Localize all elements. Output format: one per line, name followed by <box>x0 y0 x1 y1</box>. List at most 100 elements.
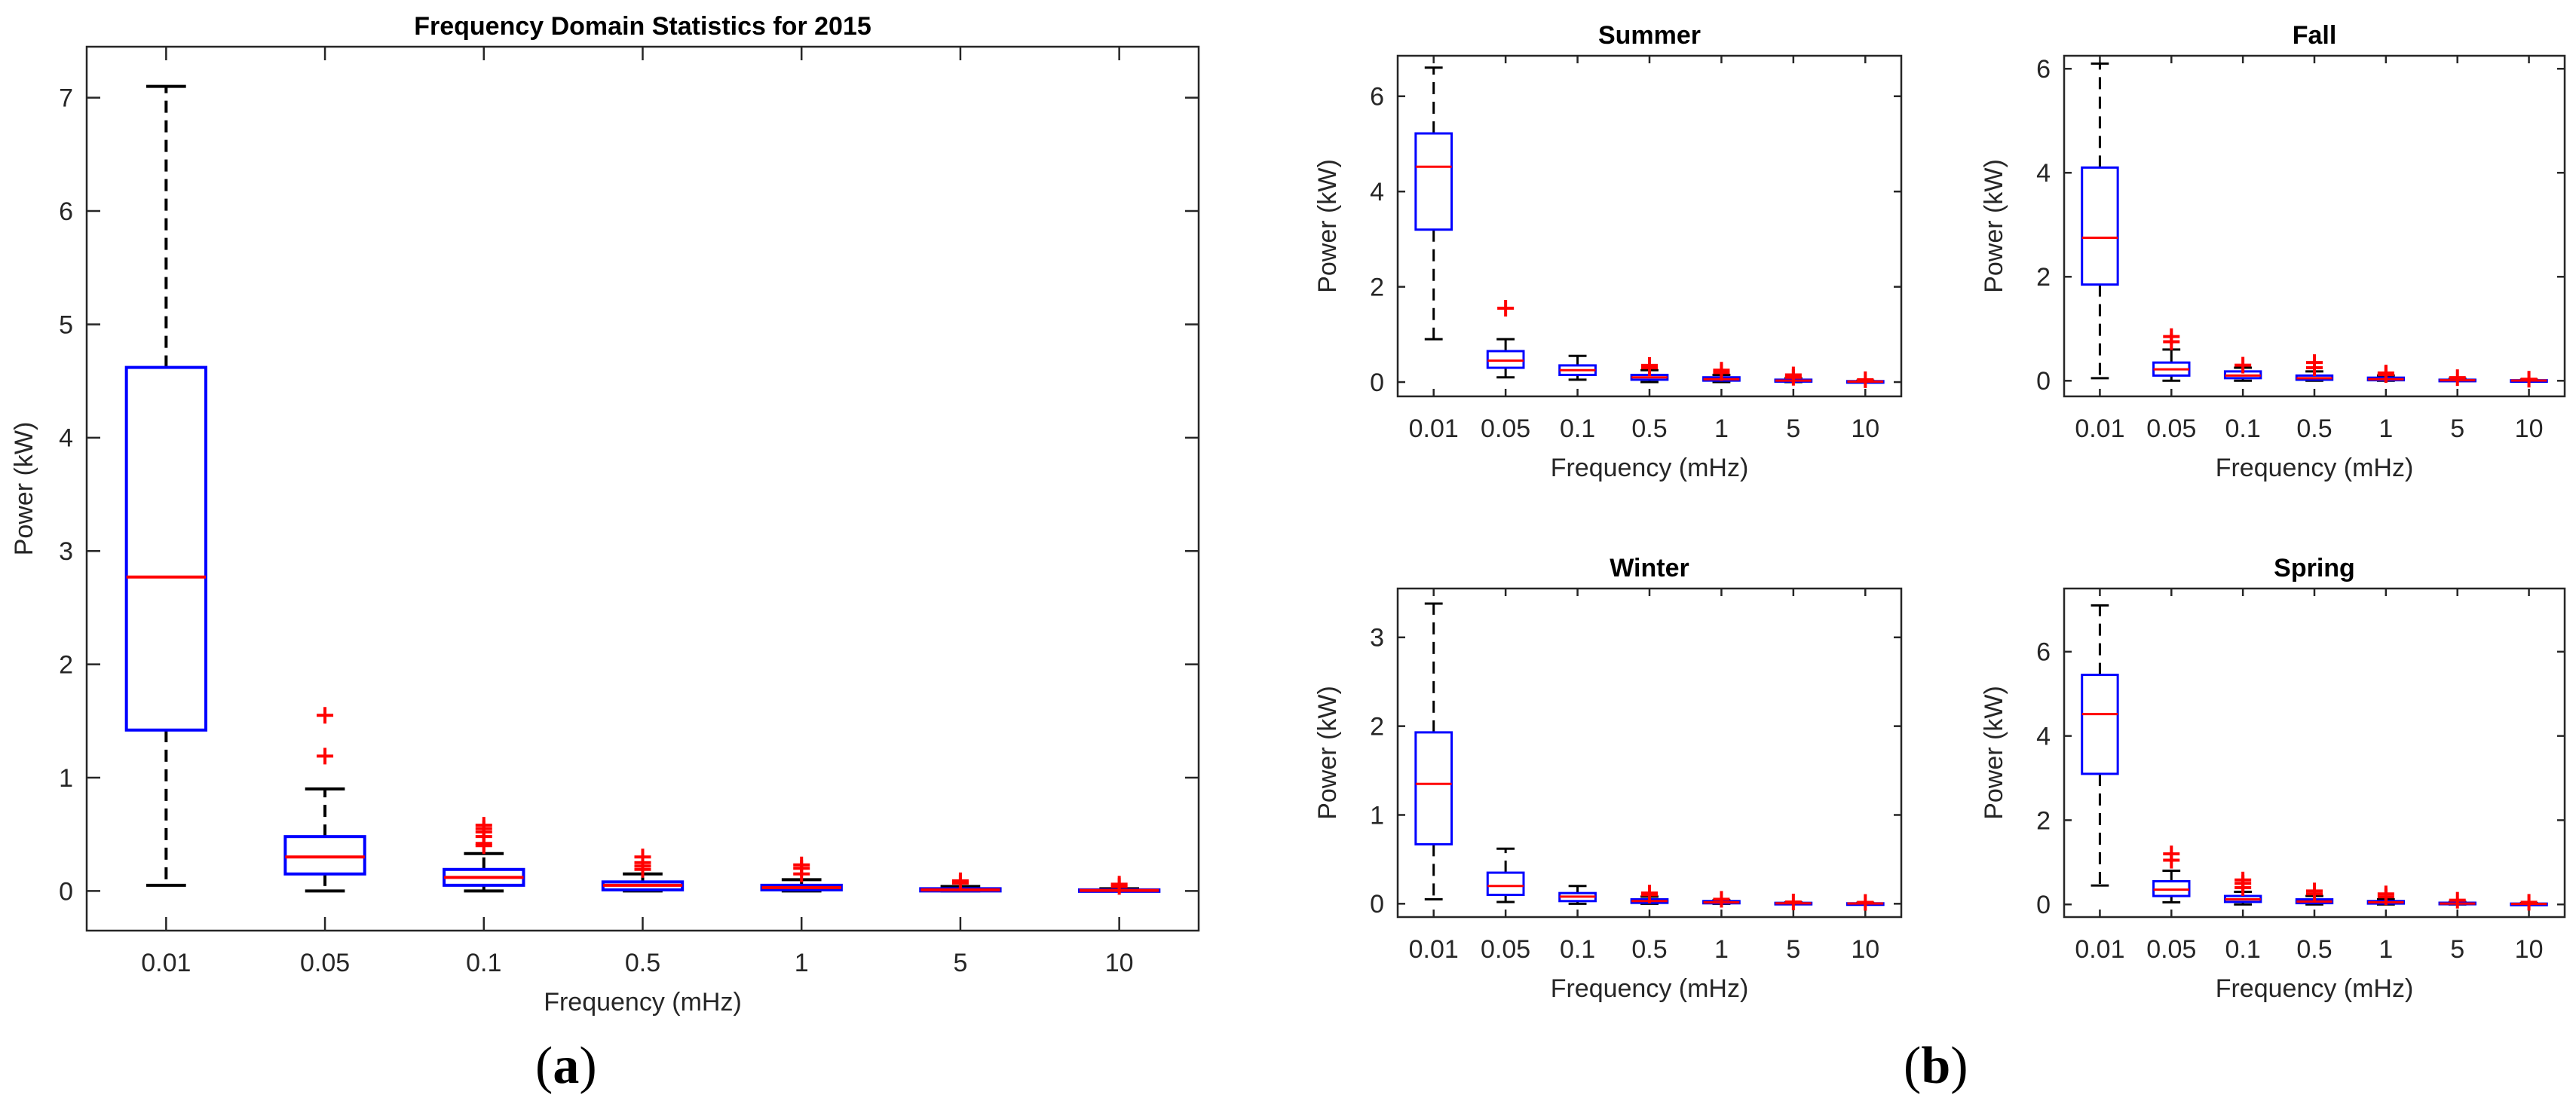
y-tick-label: 2 <box>2036 263 2051 292</box>
y-tick-label: 4 <box>2036 159 2051 188</box>
outlier-marker <box>2377 885 2394 903</box>
iqr-box <box>283 835 366 876</box>
outlier-marker <box>2306 882 2323 900</box>
outlier-marker <box>2306 354 2323 371</box>
x-tick-label: 0.5 <box>2296 935 2332 964</box>
outlier-marker <box>2163 845 2180 863</box>
y-axis-label: Power (kW) <box>1980 159 2008 293</box>
x-tick-label: 0.5 <box>625 949 660 977</box>
x-tick-label: 1 <box>2378 414 2393 443</box>
x-tick-label: 0.01 <box>2075 935 2124 964</box>
x-tick-label: 0.1 <box>1560 414 1595 443</box>
y-tick-label: 3 <box>59 537 73 566</box>
y-axis-label: Power (kW) <box>1313 159 1342 293</box>
box-0.05 <box>1486 300 1525 379</box>
box-0.01 <box>1414 602 1453 900</box>
y-tick-label: 0 <box>2036 367 2051 396</box>
y-axis-label: Power (kW) <box>1980 686 2008 820</box>
box-1 <box>1702 362 1741 384</box>
chart-title: Fall <box>2293 21 2337 50</box>
outlier-marker <box>1784 893 1802 910</box>
plot-frame <box>1396 54 1903 398</box>
x-tick-label: 5 <box>1786 414 1800 443</box>
box-5 <box>2438 369 2476 387</box>
y-tick-label: 2 <box>1370 713 1384 741</box>
x-axis-label: Frequency (mHz) <box>2216 454 2414 482</box>
x-tick-label: 0.01 <box>1409 935 1459 964</box>
y-tick-label: 6 <box>2036 55 2051 84</box>
box-0.1 <box>2223 356 2262 382</box>
outlier-marker <box>634 848 651 866</box>
chart-spring: 0 2 4 6 0.01 0.05 0.1 0.5 1 5 10 Spring Frequency (m… <box>1980 554 2566 1003</box>
box-5 <box>919 872 1002 893</box>
outlier-marker <box>1784 366 1802 384</box>
box-0.01 <box>124 84 208 887</box>
outlier-marker <box>317 748 334 765</box>
box-0.01 <box>1414 66 1453 341</box>
y-tick-label: 3 <box>1370 624 1384 653</box>
x-tick-label: 0.05 <box>2146 935 2196 964</box>
x-axis-label: Frequency (mHz) <box>1551 454 1749 482</box>
x-tick-label: 10 <box>1105 949 1134 977</box>
outlier-marker <box>475 817 492 834</box>
box-10 <box>2510 894 2548 911</box>
x-axis-label: Frequency (mHz) <box>1551 974 1749 1003</box>
chart-title: Summer <box>1598 21 1701 50</box>
x-tick-label: 5 <box>2450 935 2464 964</box>
x-tick-label: 0.5 <box>1631 414 1667 443</box>
box-0.05 <box>2152 845 2191 904</box>
iqr-box <box>2081 674 2119 775</box>
iqr-box <box>124 365 208 732</box>
box-1 <box>2366 364 2406 384</box>
x-tick-label: 0.1 <box>1560 935 1595 964</box>
box-0.1 <box>1558 885 1597 905</box>
x-tick-label: 0.01 <box>141 949 191 977</box>
box-0.01 <box>2081 604 2119 887</box>
x-tick-label: 0.05 <box>300 949 350 977</box>
box-10 <box>1845 894 1885 911</box>
y-tick-label: 6 <box>59 197 73 226</box>
outlier-marker <box>2520 894 2538 911</box>
y-tick-label: 2 <box>1370 274 1384 302</box>
chart-title: Winter <box>1610 554 1689 582</box>
outlier-marker <box>2234 871 2252 888</box>
x-tick-label: 10 <box>1851 935 1879 964</box>
chart-fall: 0 2 4 6 0.01 0.05 0.1 0.5 1 5 10 Fall Frequency (mHz… <box>1980 21 2566 482</box>
box-1 <box>1702 891 1741 908</box>
panel-label-b: (b) <box>1904 1037 1968 1095</box>
y-tick-label: 6 <box>1370 83 1384 112</box>
x-tick-label: 0.05 <box>1481 935 1530 964</box>
iqr-box <box>2081 166 2119 286</box>
x-tick-label: 10 <box>1851 414 1879 443</box>
y-tick-label: 0 <box>1370 368 1384 397</box>
x-tick-label: 0.01 <box>1409 414 1459 443</box>
iqr-box <box>1486 871 1525 897</box>
y-tick-label: 4 <box>59 424 73 453</box>
x-tick-label: 0.01 <box>2075 414 2124 443</box>
x-tick-label: 1 <box>795 949 809 977</box>
box-1 <box>2366 885 2406 906</box>
x-tick-label: 10 <box>2515 935 2544 964</box>
y-tick-label: 2 <box>59 650 73 679</box>
chart-summer: 0 2 4 6 0.01 0.05 0.1 0.5 1 5 10 Summer Frequency (m… <box>1313 21 1903 482</box>
box-1 <box>760 856 843 893</box>
y-tick-label: 4 <box>1370 178 1384 206</box>
outlier-marker <box>951 872 969 889</box>
outlier-marker <box>2520 371 2538 388</box>
box-5 <box>2438 891 2476 909</box>
x-tick-label: 1 <box>1714 414 1729 443</box>
outlier-marker <box>2377 364 2394 381</box>
outlier-marker <box>1857 894 1874 911</box>
box-0.5 <box>1630 885 1669 905</box>
x-tick-label: 5 <box>953 949 967 977</box>
x-tick-label: 0.05 <box>1481 414 1530 443</box>
plot-frame <box>2063 587 2566 919</box>
outlier-marker <box>1713 891 1730 908</box>
box-0.1 <box>2223 871 2262 906</box>
x-tick-label: 0.5 <box>1631 935 1667 964</box>
y-tick-label: 4 <box>2036 723 2051 751</box>
y-tick-label: 7 <box>59 84 73 113</box>
box-0.05 <box>1486 847 1525 904</box>
chart-title: Frequency Domain Statistics for 2015 <box>414 12 871 41</box>
